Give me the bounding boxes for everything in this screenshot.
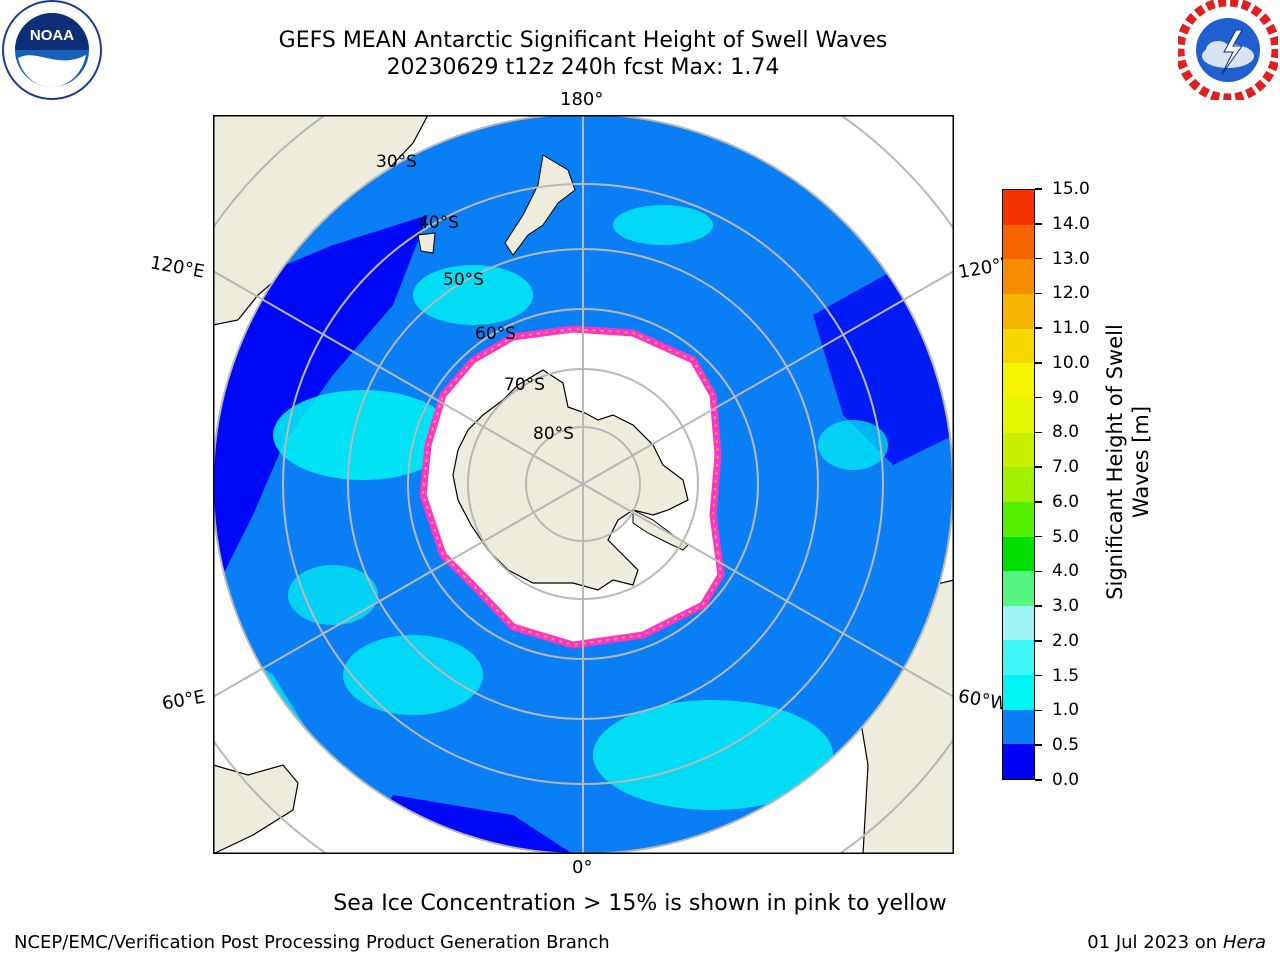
colorbar-tick-label: 10.0 xyxy=(1052,352,1090,373)
colorbar xyxy=(1002,189,1035,780)
lon-label-180: 180° xyxy=(560,89,604,110)
colorbar-tick-mark xyxy=(1035,327,1042,329)
colorbar-tick-mark xyxy=(1035,501,1042,503)
colorbar-tick-label: 8.0 xyxy=(1052,422,1080,443)
colorbar-tick-label: 13.0 xyxy=(1052,248,1090,269)
colorbar-tick-mark xyxy=(1035,396,1042,399)
colorbar-tick-mark xyxy=(1035,605,1042,607)
colorbar-tick-label: 1.5 xyxy=(1052,665,1080,686)
colorbar-tick-mark xyxy=(1035,188,1042,190)
colorbar-tick-label: 1.0 xyxy=(1052,700,1080,721)
colorbar-title: Significant Height of Swell Waves [m] xyxy=(1102,282,1154,642)
colorbar-tick-mark xyxy=(1035,674,1042,677)
footer-date-text: 01 Jul 2023 on xyxy=(1087,932,1223,953)
colorbar-tick-mark xyxy=(1035,292,1042,295)
colorbar-tick-mark xyxy=(1035,535,1042,538)
colorbar-tick-label: 15.0 xyxy=(1052,179,1090,199)
colorbar-tick-mark xyxy=(1035,570,1042,573)
colorbar-tick-mark xyxy=(1035,257,1042,260)
lat-label-70s: 70°S xyxy=(504,375,545,395)
chart-subtitle: 20230629 t12z 240h fcst Max: 1.74 xyxy=(386,55,780,80)
lon-label-60e: 60°E xyxy=(160,686,207,715)
lat-label-60s: 60°S xyxy=(475,324,516,344)
sea-ice-caption: Sea Ice Concentration > 15% is shown in … xyxy=(333,891,947,916)
colorbar-segment xyxy=(1003,397,1034,433)
colorbar-tick-label: 5.0 xyxy=(1052,526,1080,547)
footer-date: 01 Jul 2023 on Hera xyxy=(1087,932,1266,953)
colorbar-segment xyxy=(1003,190,1034,225)
colorbar-tick-mark xyxy=(1035,744,1042,746)
colorbar-tick-label: 11.0 xyxy=(1052,318,1090,339)
colorbar-segment xyxy=(1003,605,1034,641)
colorbar-segment xyxy=(1003,501,1034,537)
colorbar-segment xyxy=(1003,328,1034,364)
colorbar-tick-label: 2.0 xyxy=(1052,630,1080,651)
colorbar-segment xyxy=(1003,536,1034,572)
colorbar-segment xyxy=(1003,294,1034,329)
colorbar-tick-label: 3.0 xyxy=(1052,596,1080,617)
colorbar-segment xyxy=(1003,709,1034,745)
colorbar-tick-label: 4.0 xyxy=(1052,561,1080,582)
colorbar-tick-mark xyxy=(1035,779,1042,781)
colorbar-tick-label: 6.0 xyxy=(1052,491,1080,512)
colorbar-tick-label: 12.0 xyxy=(1052,283,1090,304)
colorbar-tick-label: 0.0 xyxy=(1052,770,1080,790)
polar-stereographic-map xyxy=(213,115,954,854)
colorbar-tick-label: 9.0 xyxy=(1052,387,1080,408)
lat-label-50s: 50°S xyxy=(443,270,484,290)
colorbar-segment xyxy=(1003,432,1034,468)
colorbar-segment xyxy=(1003,467,1034,502)
lon-label-0: 0° xyxy=(572,857,593,878)
land-antarctica xyxy=(452,369,689,591)
lat-label-30s: 30°S xyxy=(376,152,417,172)
colorbar-title-line1: Significant Height of Swell xyxy=(1103,324,1127,600)
footer-credit: NCEP/EMC/Verification Post Processing Pr… xyxy=(14,932,610,953)
colorbar-tick-label: 14.0 xyxy=(1052,213,1090,234)
lat-label-40s: 40°S xyxy=(418,213,459,233)
colorbar-segment xyxy=(1003,744,1034,779)
land-africa xyxy=(213,764,299,854)
colorbar-tick-label: 0.5 xyxy=(1052,735,1080,756)
footer-host: Hera xyxy=(1222,932,1266,953)
colorbar-tick-label: 7.0 xyxy=(1052,457,1080,478)
colorbar-tick-mark xyxy=(1035,709,1042,712)
noaa-logo: NOAA xyxy=(2,0,102,100)
land-tasmania xyxy=(417,232,436,254)
colorbar-segment xyxy=(1003,571,1034,606)
colorbar-gradient xyxy=(1003,190,1034,779)
colorbar-segment xyxy=(1003,640,1034,676)
colorbar-tick-mark xyxy=(1035,362,1042,364)
colorbar-segment xyxy=(1003,259,1034,295)
colorbar-segment xyxy=(1003,224,1034,260)
colorbar-tick-mark xyxy=(1035,466,1042,468)
colorbar-tick-mark xyxy=(1035,431,1042,434)
colorbar-segment xyxy=(1003,363,1034,398)
colorbar-tick-mark xyxy=(1035,640,1042,642)
lat-label-80s: 80°S xyxy=(533,424,574,444)
chart-title: GEFS MEAN Antarctic Significant Height o… xyxy=(278,28,888,53)
lon-label-120e: 120°E xyxy=(148,252,207,283)
colorbar-title-line2: Waves [m] xyxy=(1129,405,1153,519)
map-panel xyxy=(213,115,954,854)
svg-text:NOAA: NOAA xyxy=(30,27,74,44)
colorbar-segment xyxy=(1003,675,1034,710)
colorbar-tick-mark xyxy=(1035,223,1042,225)
nws-logo xyxy=(1175,0,1280,103)
